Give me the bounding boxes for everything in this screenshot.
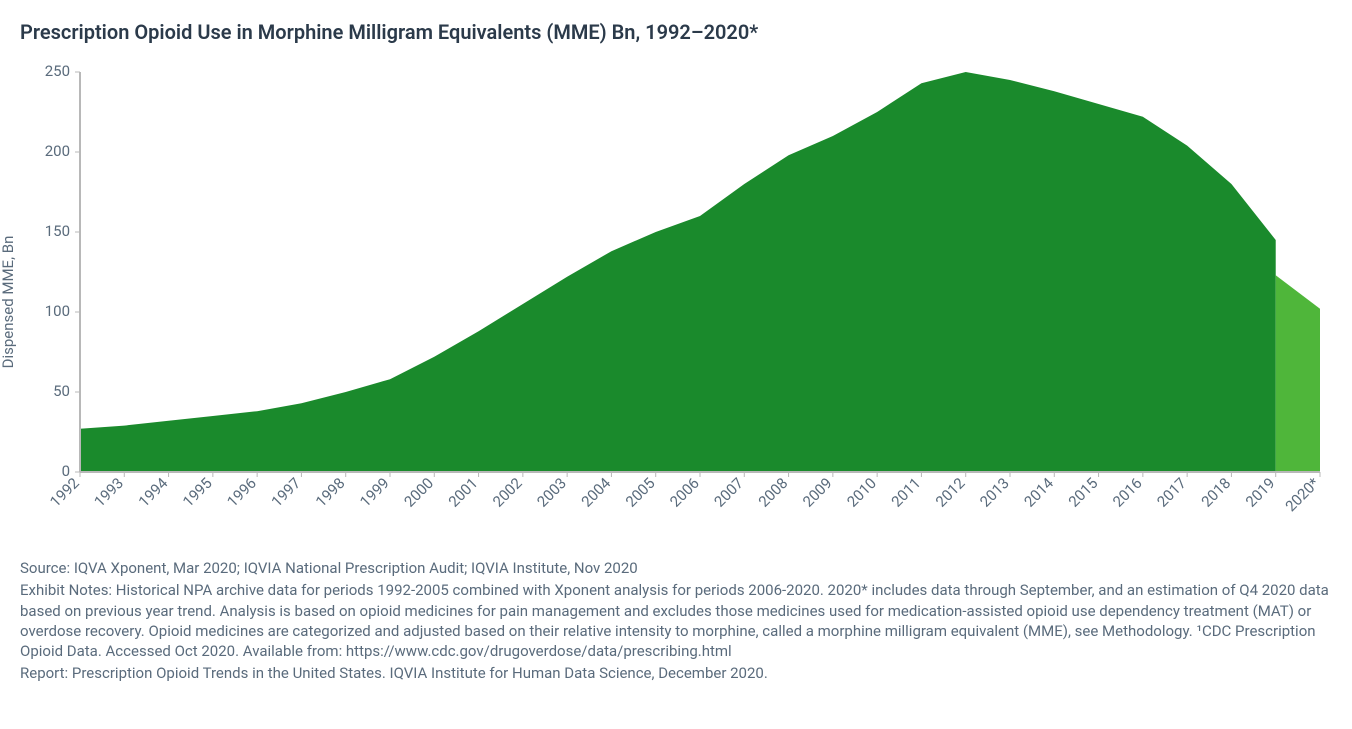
y-axis-label: Dispensed MME, Bn — [0, 236, 17, 369]
x-tick-label: 2015 — [1065, 474, 1102, 511]
x-tick-label: 2002 — [489, 474, 526, 511]
chart-title: Prescription Opioid Use in Morphine Mill… — [20, 20, 1332, 44]
x-tick-label: 1994 — [135, 474, 172, 511]
x-tick-label: 2013 — [976, 474, 1013, 511]
y-tick-label: 150 — [45, 222, 70, 240]
x-tick-label: 1999 — [356, 474, 393, 511]
x-tick-label: 2007 — [711, 474, 748, 511]
x-tick-label: 2018 — [1198, 474, 1235, 511]
footnote-report: Report: Prescription Opioid Trends in th… — [20, 663, 1332, 683]
x-tick-label: 2017 — [1153, 474, 1190, 511]
x-tick-label: 1996 — [223, 474, 260, 511]
y-tick-label: 50 — [53, 382, 70, 400]
x-tick-label: 1995 — [179, 474, 216, 511]
area-series-projection-2019-2020 — [1276, 275, 1320, 472]
y-tick-label: 100 — [45, 302, 70, 320]
footnote-source: Source: IQVA Xponent, Mar 2020; IQVIA Na… — [20, 558, 1332, 578]
x-tick-label: 2010 — [843, 474, 880, 511]
y-tick-label: 200 — [45, 142, 70, 160]
chart-container: Prescription Opioid Use in Morphine Mill… — [20, 20, 1332, 684]
y-tick-label: 250 — [45, 62, 70, 80]
x-tick-label: 2020* — [1282, 474, 1324, 516]
x-tick-label: 1992 — [46, 474, 83, 511]
x-tick-label: 2003 — [533, 474, 570, 511]
x-tick-label: 2014 — [1021, 474, 1058, 511]
area-chart-svg: 0501001502002501992199319941995199619971… — [20, 62, 1332, 542]
x-tick-label: 2009 — [799, 474, 836, 511]
x-tick-label: 1997 — [268, 474, 305, 511]
x-tick-label: 2008 — [755, 474, 792, 511]
x-tick-label: 2001 — [445, 474, 482, 511]
area-series-historical — [80, 72, 1276, 472]
x-tick-label: 2016 — [1109, 474, 1146, 511]
x-tick-label: 1998 — [312, 474, 349, 511]
plot-area: Dispensed MME, Bn 0501001502002501992199… — [20, 62, 1332, 542]
x-tick-label: 2019 — [1242, 474, 1279, 511]
x-tick-label: 2004 — [578, 474, 615, 511]
x-tick-label: 2006 — [666, 474, 703, 511]
x-tick-label: 1993 — [91, 474, 128, 511]
x-tick-label: 2011 — [888, 474, 925, 511]
x-tick-label: 2000 — [401, 474, 438, 511]
x-tick-label: 2005 — [622, 474, 659, 511]
x-tick-label: 2012 — [932, 474, 969, 511]
chart-footnotes: Source: IQVA Xponent, Mar 2020; IQVIA Na… — [20, 558, 1332, 684]
footnote-notes: Exhibit Notes: Historical NPA archive da… — [20, 580, 1332, 661]
